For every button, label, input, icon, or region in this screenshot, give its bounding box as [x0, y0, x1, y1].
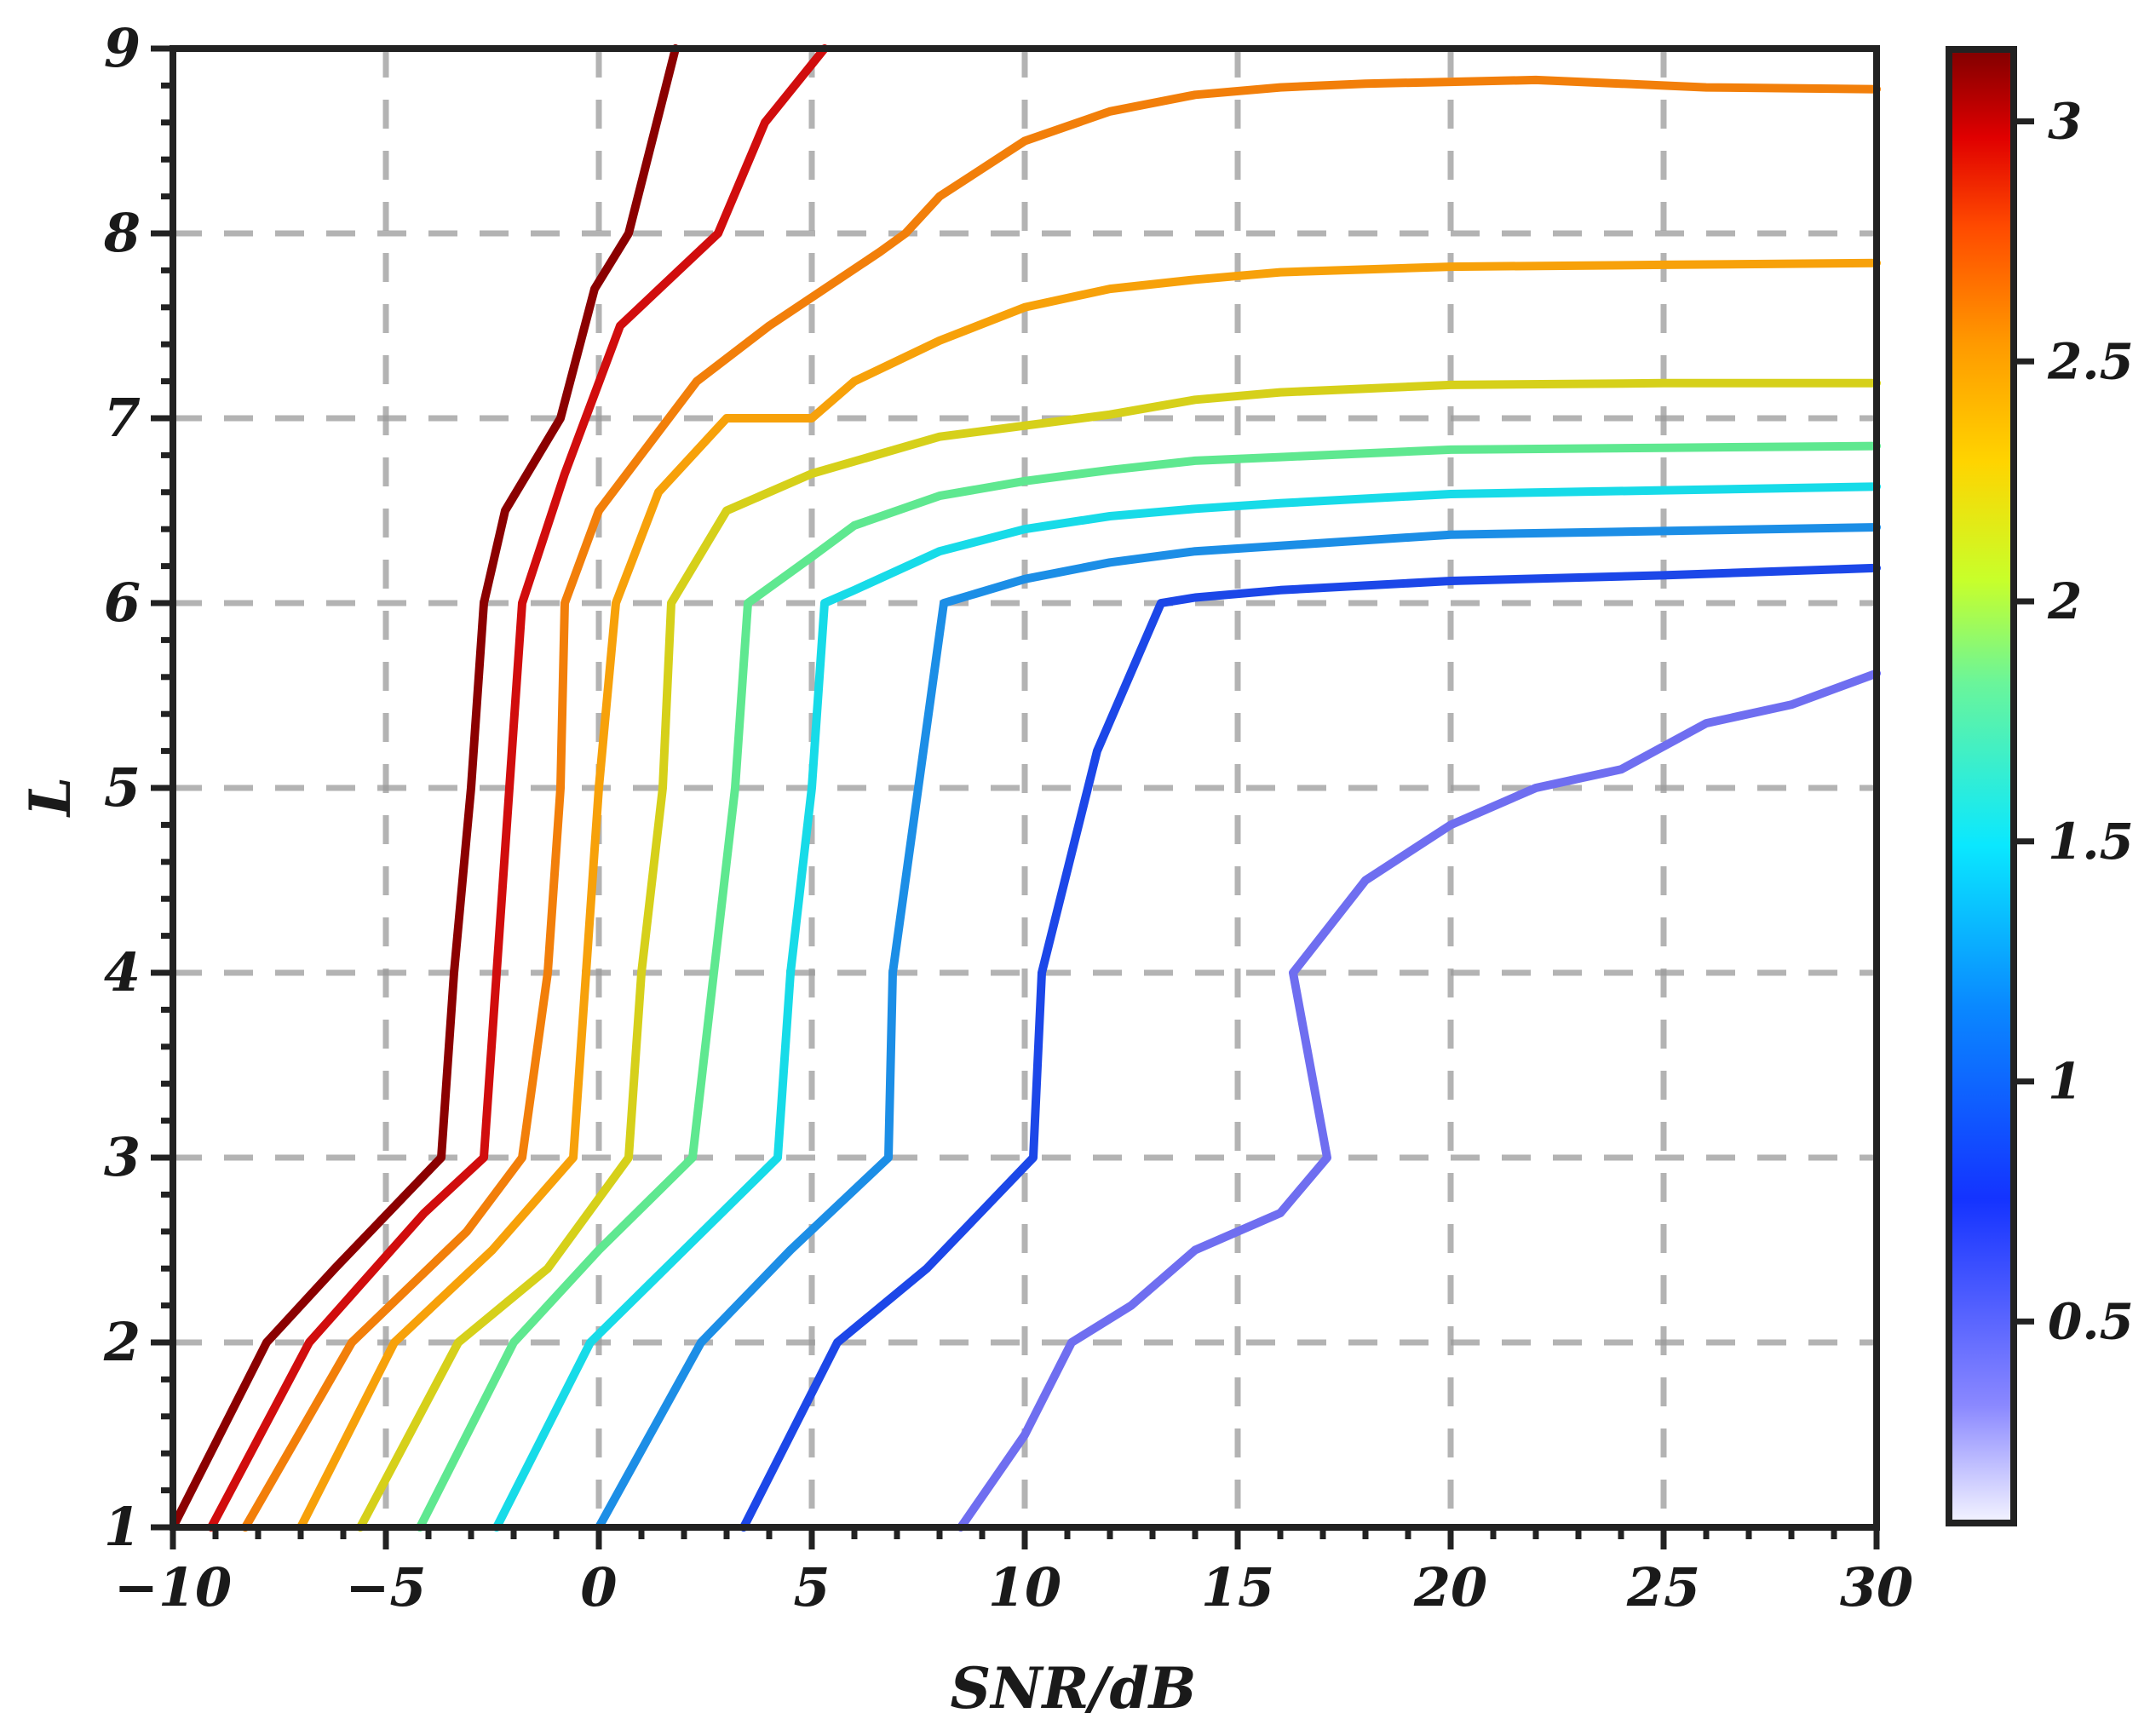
contour-line-1 [169, 44, 680, 1532]
colorbar-tick-label: 1 [2048, 1053, 2082, 1111]
colorbar-tick-label: 2 [2047, 572, 2082, 630]
contour-line-6 [416, 441, 1881, 1532]
contour-line-8 [595, 523, 1881, 1532]
y-tick-label: 3 [104, 1126, 141, 1188]
x-tick-label: −10 [114, 1556, 232, 1618]
colorbar-tick-label: 0.5 [2048, 1292, 2134, 1350]
contour-line-9 [739, 563, 1881, 1532]
contour-line-10 [957, 669, 1881, 1532]
x-tick-label: 10 [988, 1556, 1061, 1618]
x-tick-label: 20 [1413, 1556, 1487, 1618]
contour-line-5 [356, 378, 1881, 1532]
x-axis-label: SNR/dB [951, 1655, 1197, 1722]
y-tick-label: 2 [103, 1311, 141, 1373]
colorbar-tick-label: 1.5 [2048, 813, 2134, 871]
y-tick-label: 7 [104, 387, 141, 449]
x-tick-label: 5 [793, 1556, 830, 1618]
y-tick-label: 8 [103, 202, 141, 264]
y-tick-label: 1 [104, 1496, 141, 1558]
contour-lines [169, 44, 1881, 1532]
x-tick-label: −5 [345, 1556, 426, 1618]
colorbar-tick-label: 3 [2048, 93, 2082, 151]
y-tick-label: 6 [104, 572, 141, 634]
x-tick-label: 15 [1201, 1556, 1274, 1618]
colorbar: 0.5 1 1.5 2 2.5 3 [1946, 46, 2134, 1526]
x-tick-label: 30 [1840, 1556, 1913, 1618]
contour-line-3 [241, 75, 1881, 1532]
y-tick-label: 9 [104, 17, 141, 79]
colorbar-fill [1946, 46, 2017, 1526]
y-tick-label: 4 [104, 941, 141, 1003]
contour-line-4 [296, 258, 1881, 1532]
y-tick-label: 5 [104, 756, 141, 819]
colorbar-tick-label: 2.5 [2047, 332, 2134, 390]
contour-line-2 [207, 44, 829, 1532]
x-tick-label: 25 [1626, 1556, 1700, 1618]
x-tick-label: 0 [580, 1556, 617, 1618]
contour-line-7 [492, 482, 1881, 1532]
axes: −10 −5 0 5 10 15 20 25 30 1 2 3 4 5 6 7 8 9 [103, 17, 1913, 1618]
y-axis-label: L [17, 777, 83, 818]
